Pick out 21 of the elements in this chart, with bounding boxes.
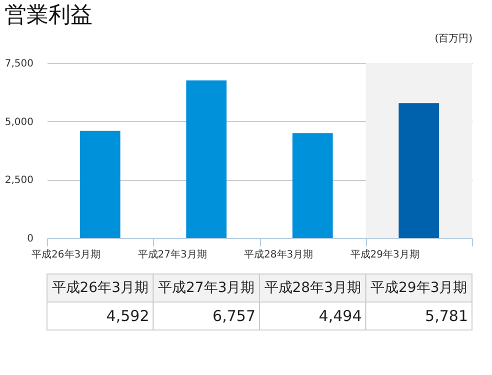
category-label: 平成26年3月期 — [32, 250, 101, 260]
data-label: 4,494 — [318, 307, 362, 325]
x-tick-label: 平成26年3月期 — [52, 280, 148, 296]
bar — [186, 80, 227, 238]
y-axis-title: (百万円) — [434, 34, 473, 44]
y-tick-label: 2,500 — [4, 175, 34, 186]
x-tick-label: 平成29年3月期 — [370, 280, 468, 296]
category-label: 平成29年3月期 — [350, 250, 420, 260]
category-label: 平成27年3月期 — [138, 250, 207, 260]
chart-title: 営業利益 — [4, 3, 92, 28]
bar — [80, 130, 120, 238]
bar — [292, 133, 333, 238]
data-label: 5,781 — [425, 307, 468, 325]
data-label: 6,757 — [212, 307, 256, 325]
x-tick-label: 平成27年3月期 — [158, 280, 255, 296]
data-label: 4,592 — [106, 307, 150, 325]
y-tick-label: 0 — [27, 234, 34, 244]
y-tick-label: 5,000 — [4, 116, 34, 128]
x-tick-label: 平成28年3月期 — [264, 280, 361, 296]
y-tick-label: 7,500 — [4, 58, 34, 70]
category-label: 平成28年3月期 — [244, 250, 314, 260]
